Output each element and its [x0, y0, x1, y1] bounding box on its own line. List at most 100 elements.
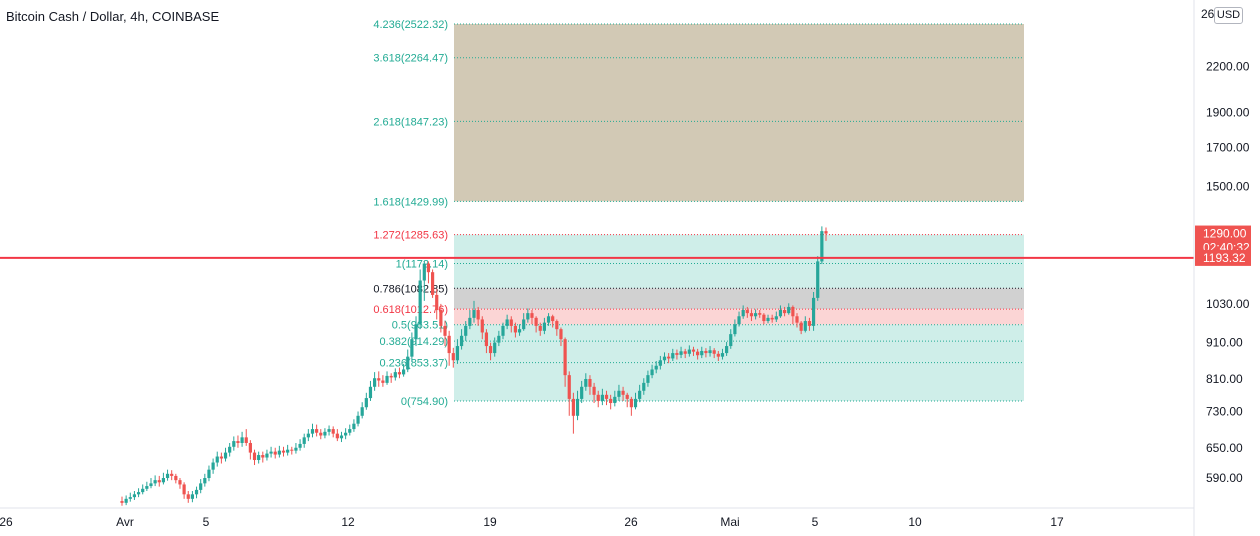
- candle: [691, 346, 696, 356]
- candle: [360, 402, 364, 419]
- candle-body: [393, 372, 397, 378]
- candle-body: [811, 297, 816, 326]
- candle-body: [306, 433, 310, 438]
- candle-body: [447, 335, 451, 354]
- candle-body: [294, 447, 298, 451]
- y-tick-label: 1900.00: [1206, 106, 1250, 120]
- candle-body: [215, 456, 219, 463]
- candle-body: [211, 462, 215, 470]
- candle: [687, 345, 691, 357]
- candle: [344, 428, 348, 440]
- candle: [625, 392, 629, 408]
- candle-body: [671, 353, 675, 359]
- candle: [675, 349, 679, 360]
- candle: [613, 390, 617, 407]
- candle-body: [654, 365, 658, 370]
- candle-body: [600, 394, 604, 401]
- candle-body: [617, 390, 621, 397]
- current-price-value: 1290.00: [1203, 227, 1247, 241]
- candle-body: [658, 360, 662, 366]
- candle: [749, 310, 754, 322]
- fib-level-labels: 4.236(2522.32) 3.618(2264.47) 2.618(1847.2…: [373, 19, 448, 408]
- candle: [182, 482, 186, 499]
- candle-body: [339, 435, 344, 439]
- candle-body: [315, 429, 319, 433]
- candle: [571, 392, 575, 434]
- candle: [580, 380, 584, 404]
- candle: [555, 319, 559, 336]
- candle: [493, 337, 497, 357]
- candle: [178, 478, 182, 489]
- candle: [406, 349, 410, 373]
- candle: [385, 371, 389, 385]
- candle-body: [513, 325, 518, 333]
- candle-body: [613, 396, 617, 404]
- candle-body: [799, 322, 803, 331]
- candle-body: [430, 272, 435, 295]
- candle-body: [625, 394, 629, 399]
- y-tick-label: 1500.00: [1206, 179, 1250, 193]
- candle: [546, 313, 551, 326]
- candle-body: [124, 498, 128, 503]
- candle-body: [609, 398, 613, 404]
- candle: [149, 478, 153, 489]
- candle: [596, 390, 600, 408]
- candle-body: [803, 321, 807, 331]
- candle: [335, 429, 339, 442]
- candle: [662, 352, 667, 364]
- candle-body: [807, 321, 812, 326]
- candle: [199, 479, 203, 494]
- candle-body: [468, 317, 472, 326]
- candle: [696, 348, 700, 360]
- candle-body: [517, 329, 522, 333]
- candle: [257, 451, 261, 464]
- x-tick-label: 5: [203, 515, 210, 529]
- currency-button[interactable]: USD: [1214, 7, 1243, 24]
- candle-body: [149, 483, 153, 487]
- candle-body: [364, 398, 368, 408]
- candle-body: [203, 478, 207, 484]
- fib-zone: [454, 24, 1024, 202]
- candle: [729, 329, 733, 349]
- candle-body: [749, 313, 754, 317]
- candle: [600, 388, 604, 406]
- candle: [530, 310, 534, 325]
- candle-body: [356, 415, 360, 424]
- candle: [671, 348, 675, 361]
- candle: [447, 330, 451, 366]
- candle: [791, 305, 795, 325]
- candle-body: [402, 369, 406, 375]
- candle: [683, 348, 687, 359]
- candle-body: [754, 313, 758, 317]
- candle: [310, 423, 315, 438]
- candle: [774, 311, 778, 323]
- candle-body: [704, 350, 708, 354]
- candle-body: [128, 497, 132, 499]
- candle: [132, 491, 137, 500]
- candle-body: [530, 313, 534, 318]
- candle-body: [281, 450, 286, 453]
- candle: [480, 316, 484, 340]
- candle-body: [700, 350, 704, 356]
- candle-body: [621, 390, 625, 395]
- candle: [174, 473, 178, 484]
- candle: [377, 371, 381, 387]
- candle: [286, 444, 290, 456]
- candle: [488, 342, 493, 361]
- candle-body: [596, 394, 600, 401]
- candle: [389, 373, 393, 383]
- candle: [712, 348, 716, 359]
- candle: [364, 392, 368, 410]
- candle-body: [770, 317, 774, 320]
- candle-body: [302, 437, 306, 444]
- candle-body: [816, 261, 820, 298]
- candle: [766, 314, 770, 324]
- candle-body: [737, 316, 741, 325]
- candle-body: [186, 494, 190, 499]
- candle: [368, 380, 373, 401]
- x-tick-label: 26: [0, 515, 13, 529]
- candle-body: [207, 469, 211, 479]
- candle: [534, 316, 538, 333]
- candle: [294, 442, 298, 454]
